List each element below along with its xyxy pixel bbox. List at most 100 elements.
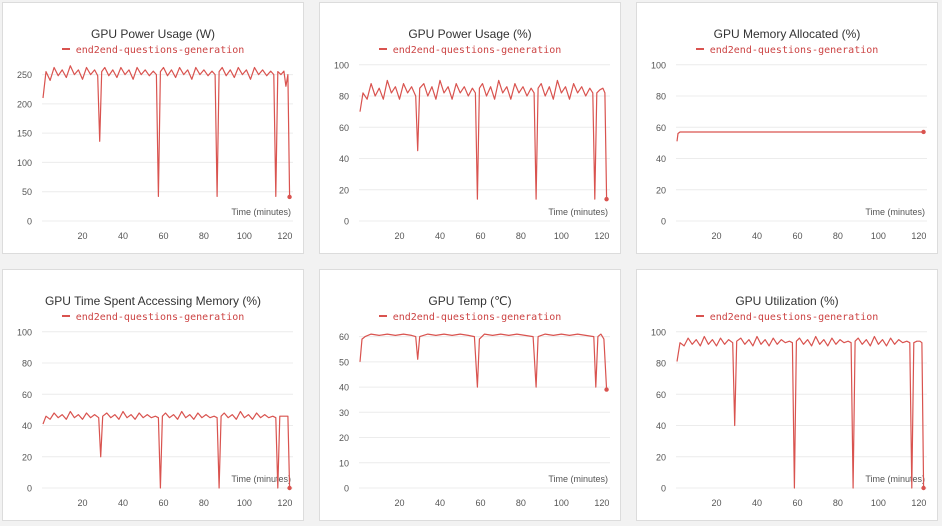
x-tick-label: 40 xyxy=(118,498,128,508)
y-tick-label: 100 xyxy=(17,327,32,337)
y-tick-label: 80 xyxy=(656,92,666,102)
chart-legend: end2end-questions-generation xyxy=(637,45,937,56)
x-tick-label: 120 xyxy=(594,231,609,241)
series-line xyxy=(359,333,608,390)
x-tick-label: 20 xyxy=(394,498,404,508)
x-tick-label: 80 xyxy=(199,231,209,241)
x-tick-label: 120 xyxy=(277,231,292,241)
y-tick-label: 60 xyxy=(22,390,32,400)
y-tick-label: 60 xyxy=(656,390,666,400)
y-tick-label: 150 xyxy=(17,129,32,139)
chart-panel-gpu-memory-access-time: 0 20 40 60 80 100 20 40 60 80 100 120 Time (minutes)… xyxy=(2,269,304,521)
y-tick-label: 60 xyxy=(339,123,349,133)
chart-panel-gpu-utilization: 0 20 40 60 80 100 20 40 60 80 100 120 Time (minutes)… xyxy=(636,269,938,521)
y-tick-label: 40 xyxy=(339,383,349,393)
x-tick-label: 80 xyxy=(199,498,209,508)
x-tick-label: 60 xyxy=(475,231,485,241)
y-tick-label: 60 xyxy=(656,123,666,133)
series-line xyxy=(359,79,608,200)
chart-legend: end2end-questions-generation xyxy=(3,312,303,323)
x-tick-label: 120 xyxy=(594,498,609,508)
y-tick-label: 40 xyxy=(656,421,666,431)
y-tick-label: 100 xyxy=(651,60,666,70)
x-tick-label: 100 xyxy=(237,498,252,508)
x-tick-label: 100 xyxy=(871,498,886,508)
y-tick-label: 20 xyxy=(656,185,666,195)
x-axis-label: Time (minutes) xyxy=(865,207,925,217)
series-line xyxy=(42,410,291,489)
x-axis-label: Time (minutes) xyxy=(548,474,608,484)
chart-panel-gpu-power-watts: 0 50 100 150 200 250 20 40 60 80 100 120 Time (minut… xyxy=(2,2,304,254)
legend-label: end2end-questions-generation xyxy=(75,312,245,323)
x-axis-label: Time (minutes) xyxy=(231,474,291,484)
chart-svg: 0 20 40 60 80 100 20 40 60 80 100 120 Time (minutes) xyxy=(334,60,610,241)
legend-swatch xyxy=(695,48,704,50)
chart-title: GPU Utilization (%) xyxy=(735,294,839,308)
legend-swatch xyxy=(695,315,704,317)
x-tick-label: 60 xyxy=(792,231,802,241)
chart-svg: 0 50 100 150 200 250 20 40 60 80 100 120 Time (minut… xyxy=(17,65,293,241)
x-tick-label: 100 xyxy=(554,498,569,508)
y-tick-label: 0 xyxy=(661,217,666,227)
series-end-point xyxy=(287,194,292,200)
x-tick-label: 60 xyxy=(475,498,485,508)
x-tick-label: 60 xyxy=(158,498,168,508)
y-tick-label: 0 xyxy=(27,217,32,227)
chart-svg: 0 20 40 60 80 100 20 40 60 80 100 120 Time (minutes) xyxy=(17,327,293,508)
y-tick-label: 30 xyxy=(339,408,349,418)
y-tick-label: 80 xyxy=(656,359,666,369)
legend-swatch xyxy=(61,315,70,317)
x-tick-label: 120 xyxy=(277,498,292,508)
y-tick-label: 20 xyxy=(339,185,349,195)
series-end-point xyxy=(604,387,609,392)
chart-title: GPU Time Spent Accessing Memory (%) xyxy=(44,294,262,308)
series-line xyxy=(676,335,925,489)
chart-svg: 0 20 40 60 80 100 20 40 60 80 100 120 Time (minutes) xyxy=(651,327,927,508)
x-tick-label: 120 xyxy=(911,498,926,508)
y-tick-label: 100 xyxy=(334,60,349,70)
legend-swatch xyxy=(378,48,387,50)
x-tick-label: 40 xyxy=(752,498,762,508)
legend-label: end2end-questions-generation xyxy=(392,312,562,323)
x-tick-label: 60 xyxy=(792,498,802,508)
y-tick-label: 80 xyxy=(339,92,349,102)
chart-panel-gpu-power-percent: 0 20 40 60 80 100 20 40 60 80 100 120 Time (minutes)… xyxy=(319,2,621,254)
x-tick-label: 40 xyxy=(435,498,445,508)
series-end-point xyxy=(921,485,926,491)
series-end-point xyxy=(604,196,609,202)
y-tick-label: 200 xyxy=(17,99,32,109)
y-tick-label: 20 xyxy=(22,452,32,462)
x-tick-label: 20 xyxy=(394,231,404,241)
x-tick-label: 40 xyxy=(752,231,762,241)
x-tick-label: 20 xyxy=(77,498,87,508)
y-tick-label: 10 xyxy=(339,458,349,468)
x-tick-label: 100 xyxy=(237,231,252,241)
y-tick-label: 40 xyxy=(656,154,666,164)
x-tick-label: 100 xyxy=(554,231,569,241)
y-tick-label: 100 xyxy=(17,158,32,168)
y-tick-label: 80 xyxy=(22,359,32,369)
series-end-point xyxy=(921,129,926,135)
y-tick-label: 0 xyxy=(661,484,666,494)
x-tick-label: 80 xyxy=(516,498,526,508)
x-tick-label: 40 xyxy=(435,231,445,241)
y-tick-label: 60 xyxy=(339,332,349,342)
legend-swatch xyxy=(378,315,387,317)
y-tick-label: 40 xyxy=(339,154,349,164)
y-tick-label: 0 xyxy=(344,217,349,227)
y-tick-label: 50 xyxy=(22,187,32,197)
chart-legend: end2end-questions-generation xyxy=(637,312,937,323)
x-tick-label: 80 xyxy=(833,231,843,241)
x-tick-label: 20 xyxy=(711,498,721,508)
x-tick-label: 40 xyxy=(118,231,128,241)
chart-panel-gpu-memory-allocated: 0 20 40 60 80 100 20 40 60 80 100 120 Time (minutes)… xyxy=(636,2,938,254)
chart-title: GPU Power Usage (W) xyxy=(90,27,216,41)
x-axis-label: Time (minutes) xyxy=(548,207,608,217)
y-tick-label: 50 xyxy=(339,357,349,367)
chart-title: GPU Power Usage (%) xyxy=(408,27,532,41)
chart-title: GPU Temp (℃) xyxy=(428,294,512,308)
series-line xyxy=(676,131,924,142)
y-tick-label: 0 xyxy=(344,484,349,494)
x-tick-label: 20 xyxy=(77,231,87,241)
y-tick-label: 40 xyxy=(22,421,32,431)
